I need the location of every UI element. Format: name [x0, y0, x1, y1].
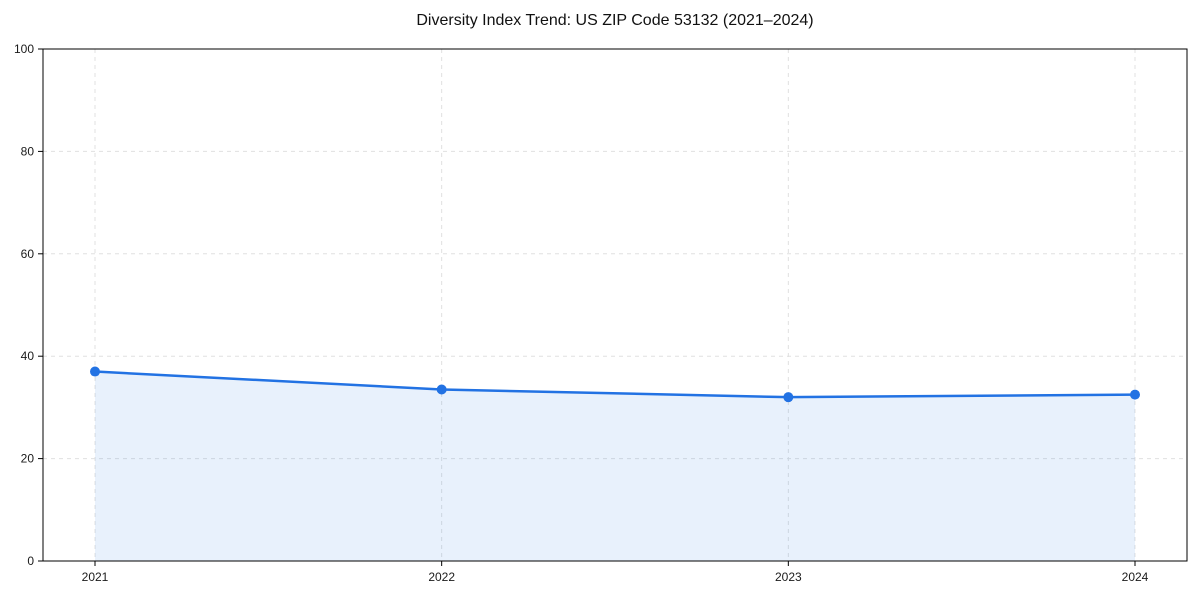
data-point-marker [436, 384, 447, 395]
x-tick-label: 2022 [428, 570, 455, 584]
data-point-marker [1130, 389, 1140, 400]
data-point-marker [783, 392, 794, 403]
y-tick-label: 20 [21, 452, 35, 466]
x-tick-label: 2024 [1122, 570, 1149, 584]
y-tick-label: 100 [14, 42, 34, 56]
x-tick-label: 2023 [775, 570, 802, 584]
y-tick-label: 0 [27, 554, 34, 568]
y-tick-label: 40 [21, 349, 35, 363]
series-area-fill [95, 371, 1135, 561]
chart-title: Diversity Index Trend: US ZIP Code 53132… [416, 12, 814, 29]
plot-frame [42, 48, 1188, 562]
y-tick-label: 60 [21, 247, 35, 261]
y-tick-label: 80 [21, 144, 35, 158]
data-point-marker [90, 366, 100, 377]
x-tick-label: 2021 [82, 570, 109, 584]
series-line [93, 370, 1137, 399]
